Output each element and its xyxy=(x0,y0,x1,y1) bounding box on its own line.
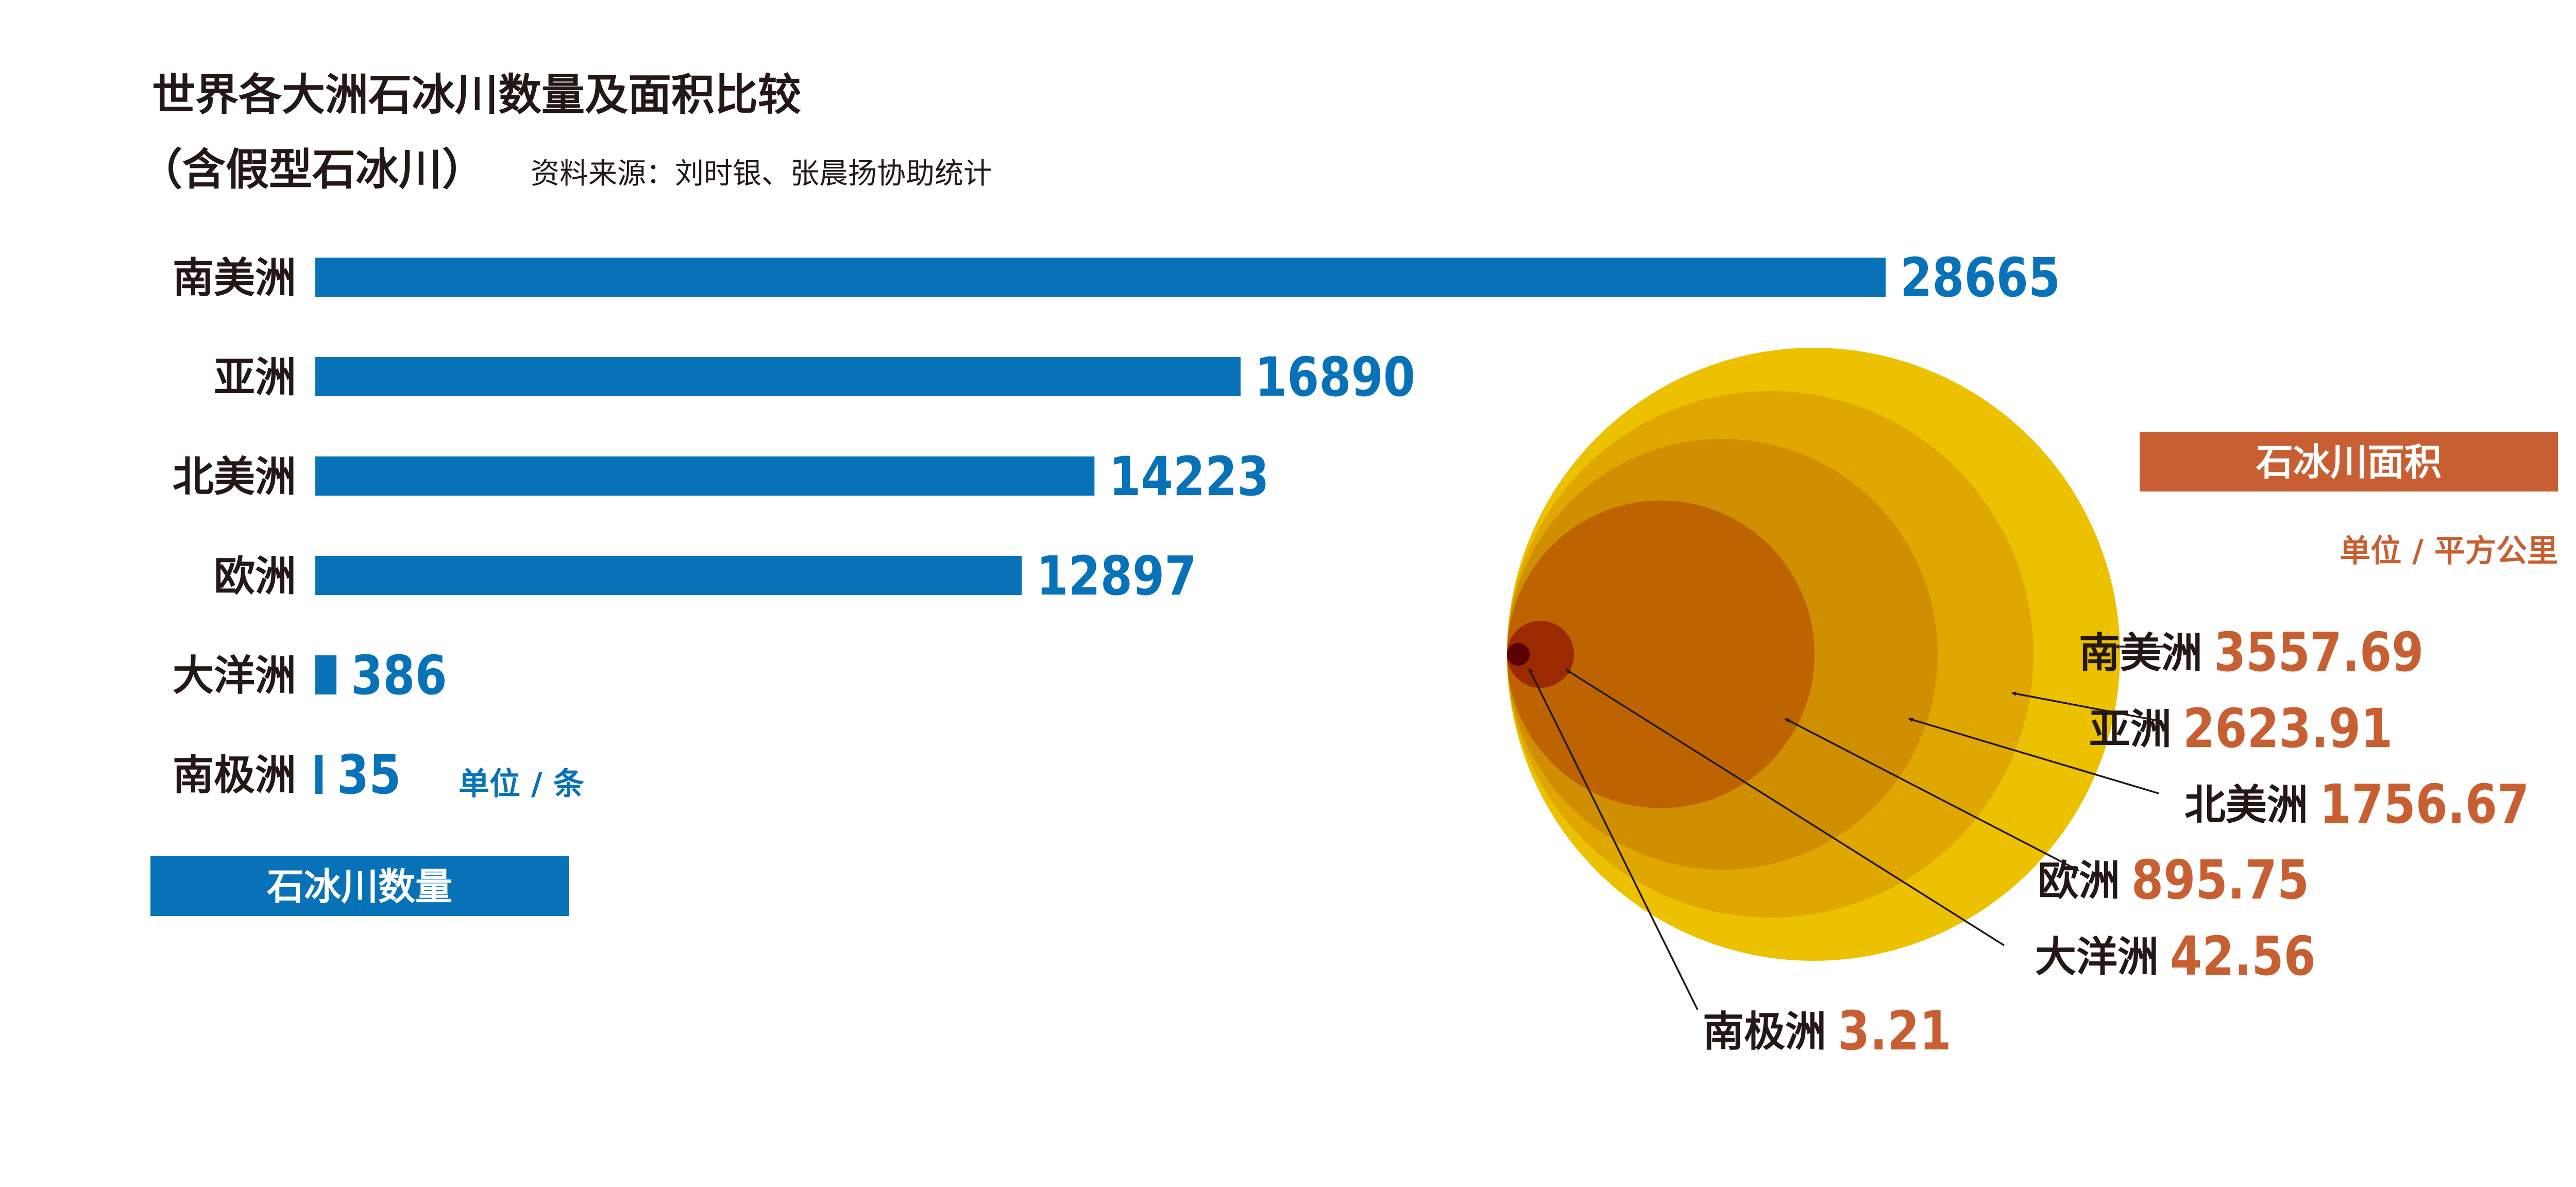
chart-title: 世界各大洲石冰川数量及面积比较 xyxy=(152,70,801,120)
bar-category-label: 亚洲 xyxy=(214,353,296,401)
bar-value-label: 35 xyxy=(337,743,401,806)
area-category-label: 亚洲 xyxy=(2089,705,2172,753)
area-value-label: 2623.91 xyxy=(2183,697,2393,759)
bar-value-label: 16890 xyxy=(1255,346,1415,408)
bar xyxy=(315,456,1095,496)
area-category-label: 北美洲 xyxy=(2184,781,2308,829)
area-category-label: 南极洲 xyxy=(1703,1008,1826,1056)
count-unit-label: 单位 / 条 xyxy=(459,766,584,802)
area-unit-label: 单位 / 平方公里 xyxy=(2340,533,2558,569)
area-circle xyxy=(1507,500,1815,808)
bar-value-label: 386 xyxy=(351,644,447,706)
area-tag-label: 石冰川面积 xyxy=(2256,440,2442,484)
area-category-label: 大洋洲 xyxy=(2035,933,2159,981)
count-bar-chart: 南美洲 28665 亚洲 16890 北美洲 14223 欧洲 12897 大洋洲 386 南极洲 3… xyxy=(150,246,2060,916)
area-value-label: 895.75 xyxy=(2131,849,2309,911)
area-circle xyxy=(1507,643,1530,666)
bar-value-label: 14223 xyxy=(1109,445,1269,507)
area-pointer-arrow xyxy=(1908,718,2159,794)
area-value-label: 3557.69 xyxy=(2214,621,2424,683)
count-tag-label: 石冰川数量 xyxy=(267,865,452,908)
bar-value-label: 28665 xyxy=(1900,246,2060,309)
area-value-label: 1756.67 xyxy=(2319,773,2529,835)
area-pointer-arrow xyxy=(1566,669,2005,946)
area-value-label: 42.56 xyxy=(2170,925,2316,987)
bar-category-label: 欧洲 xyxy=(214,552,296,600)
area-circle xyxy=(1507,620,1574,688)
area-value-label: 3.21 xyxy=(1838,999,1952,1062)
bar xyxy=(315,357,1241,396)
area-category-label: 欧洲 xyxy=(2038,857,2120,905)
area-tag xyxy=(2140,432,2558,491)
bar xyxy=(315,755,323,794)
bar xyxy=(315,258,1886,297)
bar-category-label: 南极洲 xyxy=(173,751,296,799)
count-tag xyxy=(150,856,569,916)
area-pointer-arrow xyxy=(2011,691,2162,722)
bar-category-label: 南美洲 xyxy=(173,254,296,302)
chart-subtitle: （含假型石冰川） xyxy=(139,144,485,195)
bar xyxy=(315,655,337,694)
bar xyxy=(315,556,1022,595)
bar-category-label: 北美洲 xyxy=(173,453,296,501)
area-category-label: 南美洲 xyxy=(2079,629,2202,677)
source-note: 资料来源：刘时银、张晨扬协助统计 xyxy=(531,157,992,191)
area-pointer-arrow xyxy=(1785,718,2079,872)
area-pointer-arrow xyxy=(1528,668,1699,1010)
bar-value-label: 12897 xyxy=(1036,545,1196,607)
bar-category-label: 大洋洲 xyxy=(173,652,296,700)
